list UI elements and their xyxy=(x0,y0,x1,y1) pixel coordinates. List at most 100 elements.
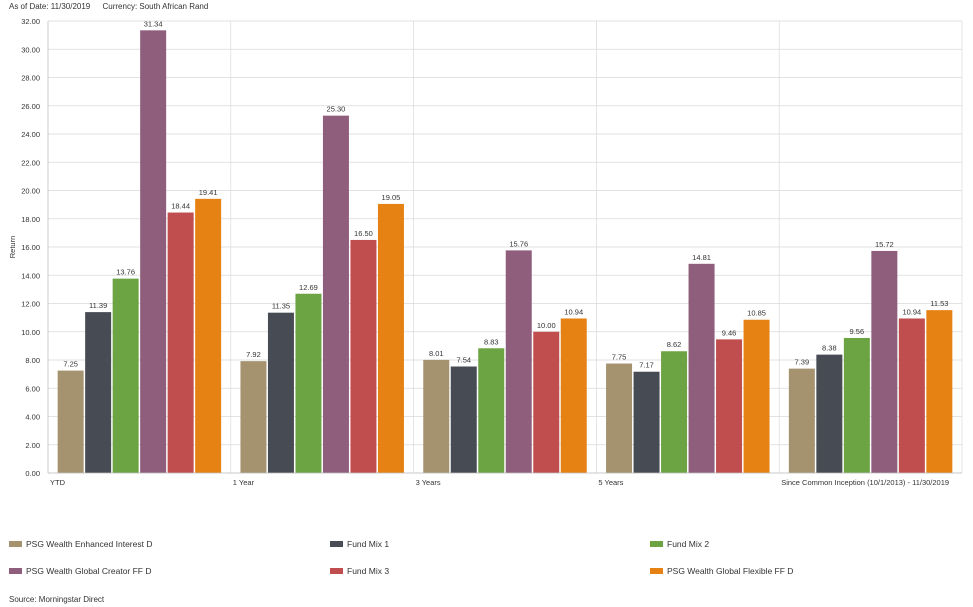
legend-label: PSG Wealth Enhanced Interest D xyxy=(26,539,153,549)
bar xyxy=(843,337,870,473)
bar-data-label: 13.76 xyxy=(116,268,135,277)
bar xyxy=(743,319,770,473)
bar xyxy=(167,212,194,473)
y-axis-title: Return xyxy=(8,236,17,259)
bar xyxy=(898,318,925,473)
y-tick-label: 18.00 xyxy=(21,215,40,224)
bar-data-label: 11.35 xyxy=(272,302,290,311)
x-category-label: Since Common Inception (10/1/2013) - 11/… xyxy=(781,478,949,487)
bar-data-label: 25.30 xyxy=(327,105,346,114)
bar-data-label: 10.00 xyxy=(537,321,556,330)
bar-data-label: 8.01 xyxy=(429,349,444,358)
x-category-label: 3 Years xyxy=(416,478,441,487)
bar-data-label: 7.39 xyxy=(795,358,810,367)
legend-swatch xyxy=(650,541,663,547)
y-tick-label: 30.00 xyxy=(21,45,40,54)
y-tick-label: 0.00 xyxy=(25,469,40,478)
bar-data-label: 11.53 xyxy=(930,299,948,308)
legend-item: PSG Wealth Global Creator FF D xyxy=(9,566,152,576)
bar xyxy=(350,239,377,473)
legend-item: Fund Mix 3 xyxy=(330,566,389,576)
bar xyxy=(195,198,222,474)
bar xyxy=(240,361,267,473)
bar xyxy=(450,366,477,473)
bar-data-label: 8.83 xyxy=(484,337,499,346)
bar xyxy=(633,371,660,473)
y-tick-label: 24.00 xyxy=(21,130,40,139)
bar-data-label: 10.94 xyxy=(564,307,583,316)
bar-data-label: 16.50 xyxy=(354,229,373,238)
bar xyxy=(816,354,843,473)
bar-data-label: 7.92 xyxy=(246,350,261,359)
bar-data-label: 19.41 xyxy=(199,188,218,197)
legend-swatch xyxy=(9,541,22,547)
bar xyxy=(505,250,532,473)
bar xyxy=(322,115,349,473)
y-tick-label: 28.00 xyxy=(21,74,40,83)
bar xyxy=(560,318,587,473)
legend-item: Fund Mix 1 xyxy=(330,539,389,549)
y-tick-label: 12.00 xyxy=(21,300,40,309)
legend-label: Fund Mix 3 xyxy=(347,566,390,576)
bar xyxy=(688,263,715,473)
bar xyxy=(661,351,688,473)
bar-data-label: 12.69 xyxy=(299,283,318,292)
currency-label: Currency: South African Rand xyxy=(102,2,209,11)
bar-data-label: 19.05 xyxy=(382,193,401,202)
legend-swatch xyxy=(9,568,22,574)
bar-data-label: 7.54 xyxy=(456,355,471,364)
bar-data-label: 31.34 xyxy=(144,19,163,28)
bar xyxy=(871,250,898,473)
bar-data-label: 10.85 xyxy=(747,309,766,318)
bar-data-label: 7.17 xyxy=(639,361,654,370)
y-tick-label: 10.00 xyxy=(21,328,40,337)
bar xyxy=(295,293,322,473)
y-tick-label: 26.00 xyxy=(21,102,40,111)
chart-header: As of Date: 11/30/2019 Currency: South A… xyxy=(9,2,218,11)
bar-data-label: 9.46 xyxy=(722,328,737,337)
bar-data-label: 14.81 xyxy=(692,253,711,262)
bar xyxy=(267,312,294,473)
bar-data-label: 7.75 xyxy=(612,353,627,362)
legend-swatch xyxy=(330,541,343,547)
legend-item: PSG Wealth Enhanced Interest D xyxy=(9,539,152,549)
bar-data-label: 15.72 xyxy=(875,240,894,249)
bar-data-label: 8.38 xyxy=(822,344,837,353)
bar xyxy=(533,331,560,473)
bar xyxy=(140,30,167,473)
bar xyxy=(478,348,505,473)
bar xyxy=(716,339,743,473)
y-tick-label: 22.00 xyxy=(21,158,40,167)
y-tick-label: 8.00 xyxy=(25,356,40,365)
return-bar-chart: 0.00 2.00 4.00 6.00 8.00 10.00 12.00 14.00 16.00… xyxy=(8,17,963,487)
bar-data-label: 8.62 xyxy=(667,340,682,349)
y-tick-label: 6.00 xyxy=(25,384,40,393)
bar xyxy=(423,359,450,473)
y-tick-label: 20.00 xyxy=(21,187,40,196)
bar-data-label: 10.94 xyxy=(902,307,921,316)
y-tick-label: 32.00 xyxy=(21,17,40,26)
legend-label: Fund Mix 1 xyxy=(347,539,390,549)
bar xyxy=(57,370,84,473)
bar-data-label: 18.44 xyxy=(171,202,190,211)
source-note: Source: Morningstar Direct xyxy=(9,595,105,604)
bar xyxy=(85,312,112,473)
legend-swatch xyxy=(330,568,343,574)
x-category-label: 5 Years xyxy=(598,478,623,487)
bar xyxy=(926,310,953,473)
bar-data-label: 7.25 xyxy=(63,360,78,369)
bar xyxy=(606,363,633,473)
bar-data-label: 9.56 xyxy=(850,327,865,336)
bar xyxy=(788,368,815,473)
y-tick-label: 2.00 xyxy=(25,441,40,450)
y-tick-label: 4.00 xyxy=(25,413,40,422)
y-tick-label: 14.00 xyxy=(21,271,40,280)
legend-item: PSG Wealth Global Flexible FF D xyxy=(650,566,793,576)
as-of-date: As of Date: 11/30/2019 xyxy=(9,2,91,11)
bar xyxy=(377,203,404,473)
x-category-label: 1 Year xyxy=(233,478,255,487)
bar-data-label: 11.39 xyxy=(89,301,107,310)
y-tick-label: 16.00 xyxy=(21,243,40,252)
legend-swatch xyxy=(650,568,663,574)
legend-item: Fund Mix 2 xyxy=(650,539,709,549)
